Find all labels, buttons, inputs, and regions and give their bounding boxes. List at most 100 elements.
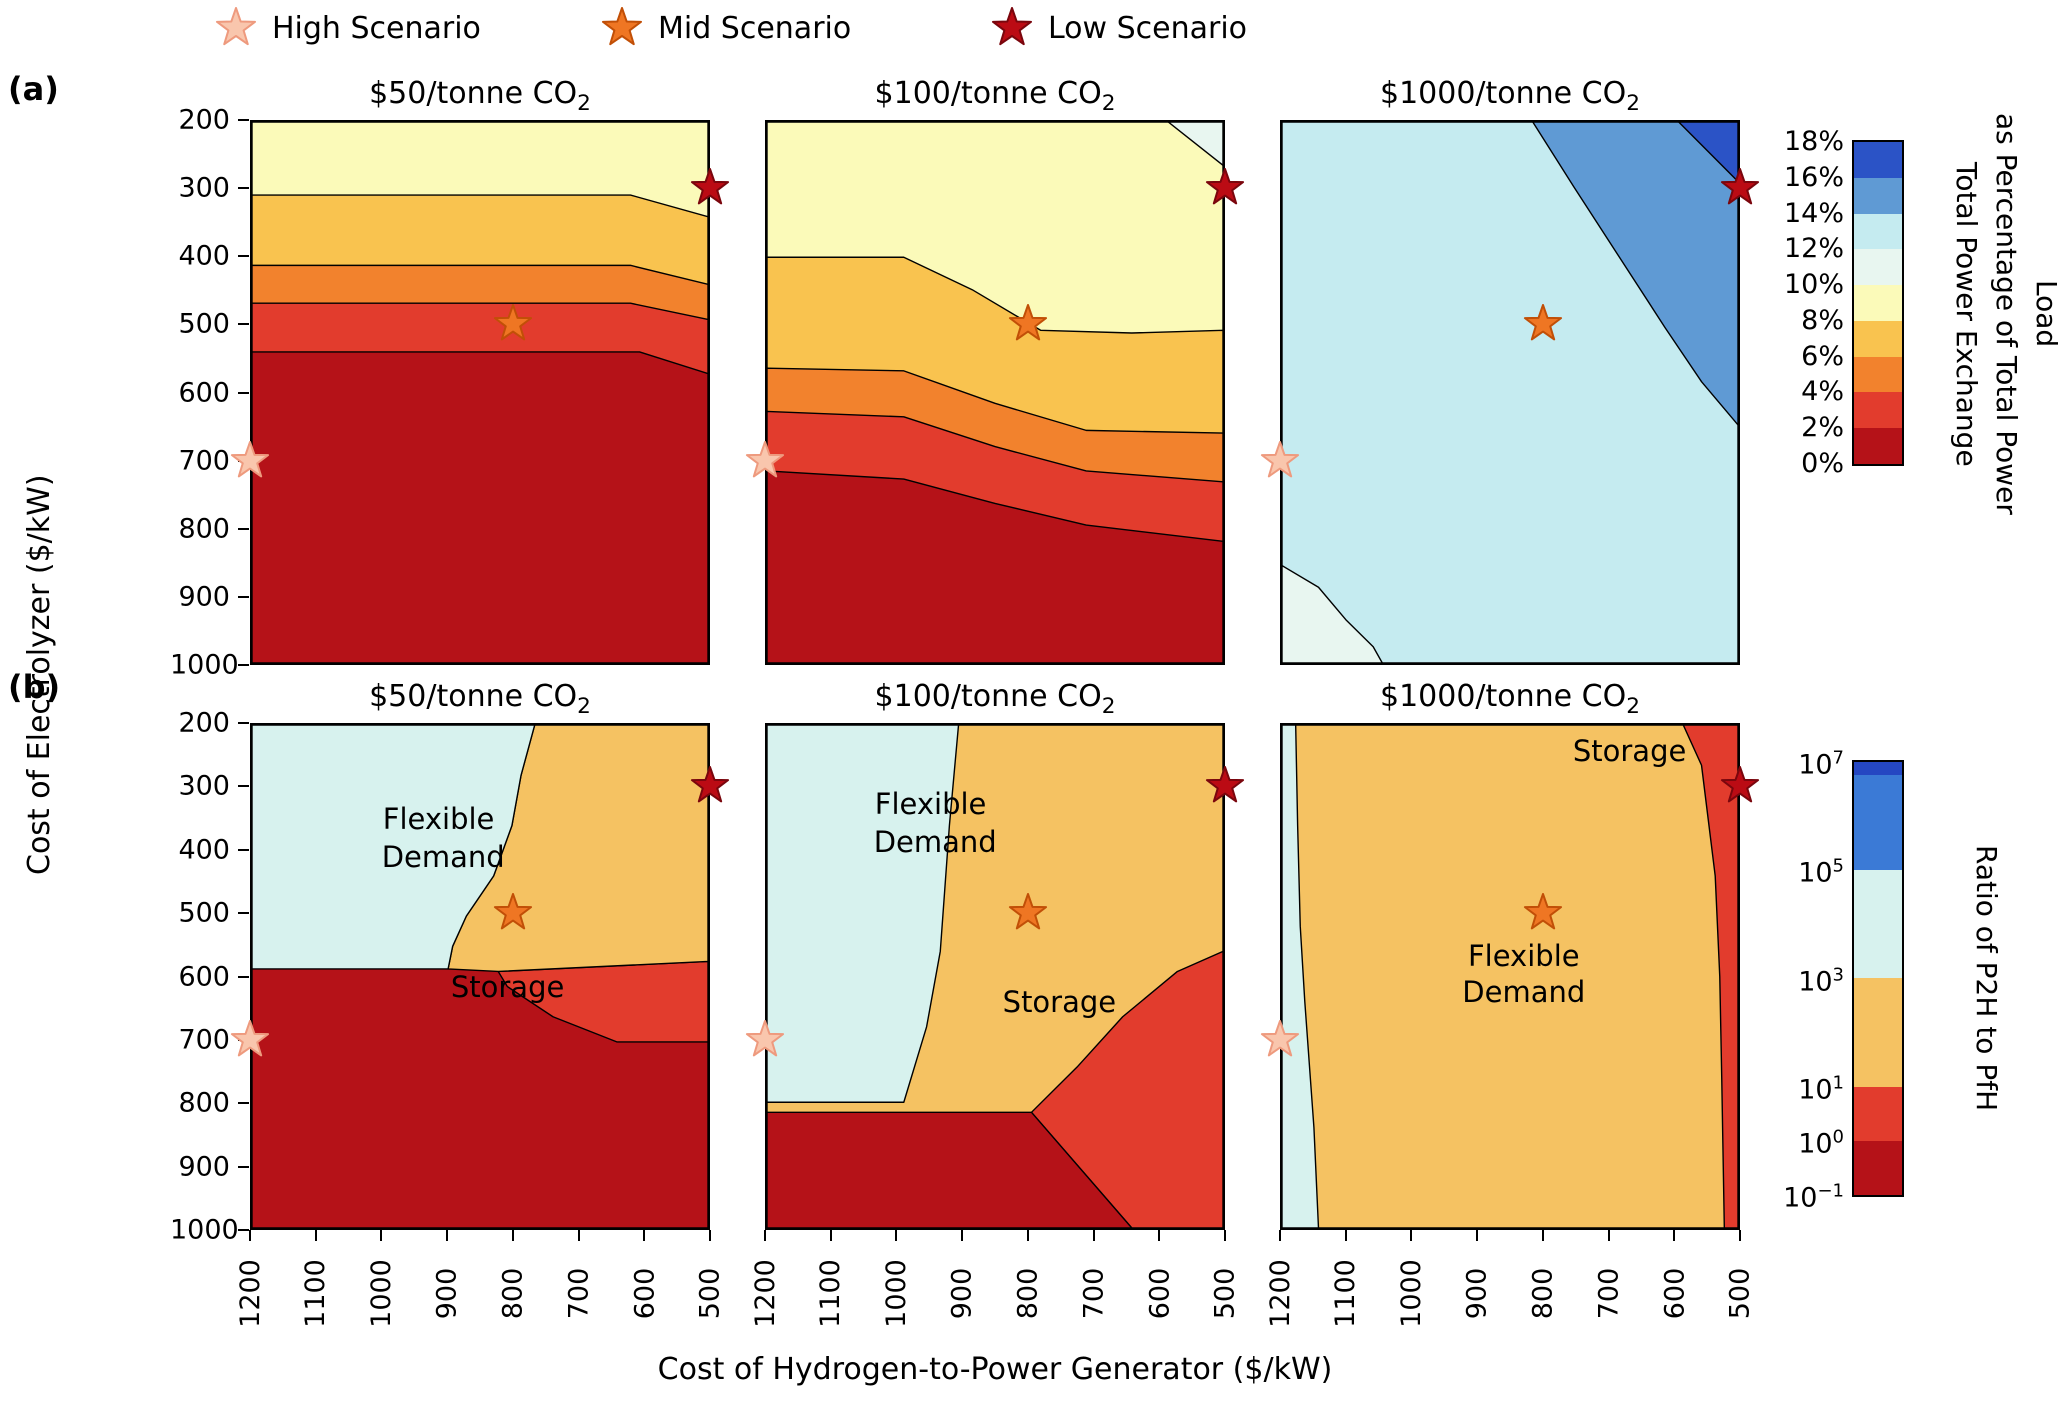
star-low-scenario xyxy=(690,766,730,803)
region-label-demand: Demand xyxy=(1462,974,1586,1009)
star-high-scenario xyxy=(1260,1019,1300,1057)
region-label-flexible: Flexible xyxy=(874,787,987,822)
y-tick-label: 900 xyxy=(178,1151,230,1183)
row-label-b: (b) xyxy=(8,668,61,706)
colorbar-a-title-line2: as Percentage of Total Power Load xyxy=(1990,113,2061,515)
star-high-scenario xyxy=(745,440,785,477)
y-axis-label: Cost of Electrolyzer ($/kW) xyxy=(22,474,57,876)
region-label-demand: Demand xyxy=(381,840,505,875)
y-tick-mark xyxy=(238,1102,249,1105)
y-tick-mark xyxy=(238,1165,249,1168)
x-tick-mark xyxy=(511,1230,514,1241)
colorbar-b-title: Ratio of P2H to PfH xyxy=(1966,760,2006,1197)
x-tick-mark xyxy=(961,1230,964,1241)
star-high-scenario xyxy=(745,440,785,477)
contour-region-ratio-1 xyxy=(767,1112,1132,1228)
x-tick-mark xyxy=(446,1230,449,1241)
star-mid-scenario xyxy=(493,893,532,930)
colorbar-a-segment xyxy=(1854,320,1902,357)
star-mid-scenario xyxy=(1523,893,1562,930)
x-tick-mark xyxy=(643,1230,646,1241)
star-high-scenario xyxy=(1260,440,1300,477)
colorbar-b xyxy=(1852,760,1904,1197)
contour-region-0-2 xyxy=(252,352,708,663)
row-label-a: (a) xyxy=(8,70,59,108)
contour-region-ratio-10-1e3 xyxy=(1282,725,1738,1228)
contour-region-10-12 xyxy=(1168,122,1223,165)
y-tick-label: 500 xyxy=(178,308,230,340)
colorbar-a-title-line1: Total Power Exchange xyxy=(1950,161,1983,467)
contour-panel-a1 xyxy=(250,120,710,665)
y-tick-mark xyxy=(238,595,249,598)
panel-title-a1: $50/tonne CO2 xyxy=(369,76,591,116)
star-high-scenario xyxy=(230,440,270,477)
y-tick-label: 900 xyxy=(178,581,230,613)
y-tick-label: 200 xyxy=(178,104,230,136)
x-tick-mark xyxy=(1092,1230,1095,1241)
colorbar-b-segment xyxy=(1854,870,1902,979)
y-tick-label: 700 xyxy=(178,445,230,477)
contour-region-0-2 xyxy=(767,471,1223,663)
colorbar-a-tick-label: 18% xyxy=(1783,126,1844,157)
x-tick-mark xyxy=(1739,1230,1741,1241)
contour-region-ratio-1-10 xyxy=(1683,725,1738,1228)
legend-item-high-scenario: High Scenario xyxy=(212,4,481,52)
colorbar-a-title: Total Power Exchange as Percentage of To… xyxy=(1946,83,2061,545)
x-tick-mark xyxy=(895,1230,898,1241)
region-label-storage: Storage xyxy=(1002,984,1117,1019)
legend-star-icon xyxy=(601,7,643,46)
colorbar-a-tick-label: 10% xyxy=(1783,269,1844,301)
star-mid-scenario xyxy=(1008,304,1047,341)
star-high-scenario xyxy=(745,1019,785,1057)
mid-scenario-star-icon xyxy=(598,4,646,52)
star-mid-scenario xyxy=(1523,304,1562,341)
legend-item-low-scenario: Low Scenario xyxy=(988,4,1247,52)
colorbar-b-tick-label: 101 xyxy=(1798,1072,1844,1106)
x-axis-label: Cost of Hydrogen-to-Power Generator ($/k… xyxy=(657,1352,1333,1387)
colorbar-a-segment xyxy=(1854,249,1902,286)
x-tick-mark xyxy=(314,1230,317,1241)
y-tick-label: 600 xyxy=(178,961,230,992)
colorbar-a-tick-label: 6% xyxy=(1801,340,1844,372)
y-tick-label: 600 xyxy=(178,377,230,408)
y-tick-label: 800 xyxy=(178,513,230,545)
contour-region-ratio-1e3-1e5 xyxy=(1282,725,1318,1228)
x-tick-mark xyxy=(709,1230,711,1241)
colorbar-a-tick-label: 2% xyxy=(1801,412,1844,444)
y-tick-mark xyxy=(238,1229,249,1231)
y-tick-label: 500 xyxy=(178,897,230,929)
star-low-scenario xyxy=(690,168,730,205)
colorbar-a-segment xyxy=(1854,177,1902,214)
star-mid-scenario xyxy=(493,304,532,341)
x-tick-mark xyxy=(380,1230,383,1241)
colorbar-b-segment xyxy=(1854,1140,1902,1195)
colorbar-a-tick-label: 14% xyxy=(1783,197,1844,229)
panel-title-b3: $1000/tonne CO2 xyxy=(1380,679,1640,719)
colorbar-a-tick-label: 0% xyxy=(1801,448,1844,479)
y-tick-label: 200 xyxy=(178,707,230,739)
y-tick-mark xyxy=(238,722,249,724)
colorbar-b-tick-label: 105 xyxy=(1798,855,1844,889)
x-tick-mark xyxy=(764,1230,766,1241)
legend-item-mid-scenario: Mid Scenario xyxy=(598,4,851,52)
legend-label-high: High Scenario xyxy=(272,10,481,46)
x-tick-label: 500 xyxy=(1724,1267,1756,1319)
panel-title-a3: $1000/tonne CO2 xyxy=(1380,76,1640,116)
x-tick-mark xyxy=(1541,1230,1544,1241)
colorbar-a-segment xyxy=(1854,285,1902,321)
star-mid-scenario xyxy=(1008,893,1047,930)
star-high-scenario xyxy=(1260,440,1300,477)
star-mid-scenario xyxy=(493,304,532,341)
low-scenario-star-icon xyxy=(988,4,1036,52)
x-tick-mark xyxy=(577,1230,580,1241)
contour-panel-a2 xyxy=(765,120,1225,665)
y-tick-label: 400 xyxy=(178,240,230,272)
star-low-scenario xyxy=(1720,766,1760,803)
x-tick-mark xyxy=(1158,1230,1161,1241)
panel-title-a2: $100/tonne CO2 xyxy=(874,76,1116,116)
x-tick-mark xyxy=(1673,1230,1676,1241)
panel-title-b2: $100/tonne CO2 xyxy=(874,679,1116,719)
colorbar-a-segment xyxy=(1854,213,1902,250)
star-high-scenario xyxy=(230,1019,270,1057)
